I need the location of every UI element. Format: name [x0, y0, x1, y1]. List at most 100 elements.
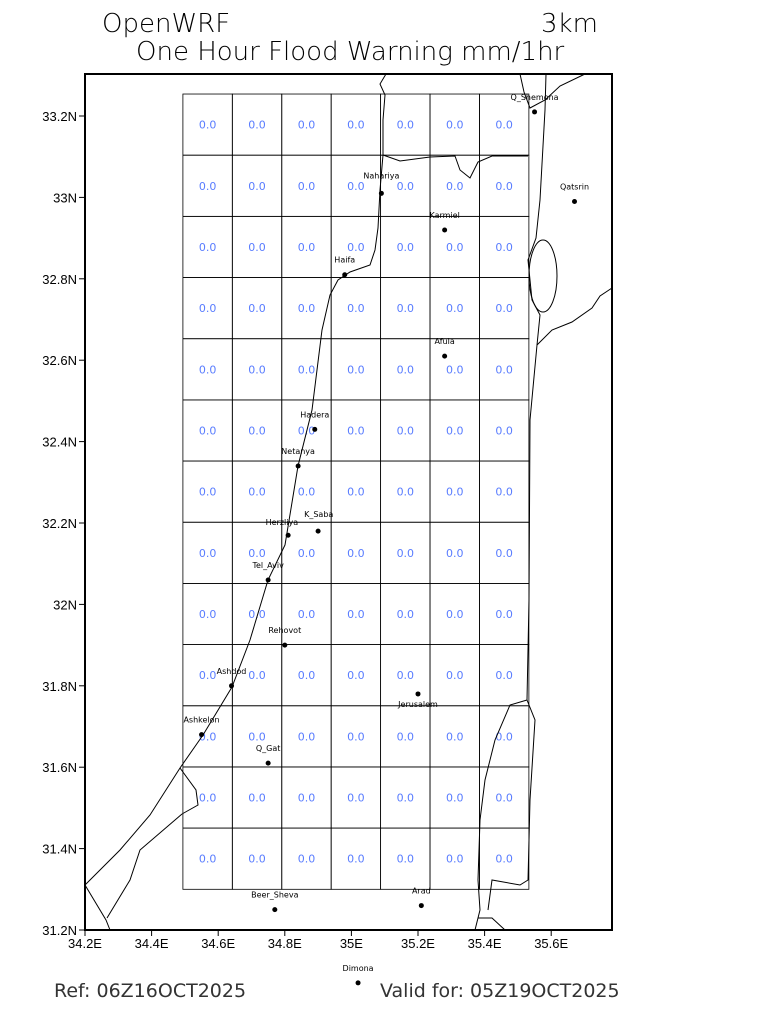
city-marker [442, 227, 448, 233]
city-label: Ashdod [217, 667, 247, 676]
lat-tick-label: 33.2N [42, 109, 77, 124]
cell-value: 0.0 [298, 241, 316, 254]
cell-value: 0.0 [199, 669, 217, 682]
cell-value: 0.0 [199, 792, 217, 805]
cell-value: 0.0 [347, 547, 365, 560]
city-label: Ashkelon [183, 716, 219, 725]
arava [478, 917, 506, 931]
cell-value: 0.0 [199, 302, 217, 315]
cell-value: 0.0 [397, 486, 415, 499]
cell-value: 0.0 [397, 119, 415, 132]
city-marker [312, 426, 318, 432]
cell-value: 0.0 [199, 486, 217, 499]
dead-sea [474, 699, 528, 931]
dead-sea-east [487, 699, 536, 911]
cell-value: 0.0 [446, 180, 464, 193]
grid-cells: 0.0 0.0 0.0 0.0 0.0 0.0 0.0 0.0 0.0 0.0 0.0 0.0 0.0 0… [182, 93, 530, 890]
resolution-label: 3km [541, 9, 598, 39]
city-marker [572, 198, 578, 204]
jordan-river [526, 73, 547, 701]
cell-value: 0.0 [347, 241, 365, 254]
cell-value: 0.0 [248, 853, 266, 866]
cell-value: 0.0 [495, 302, 513, 315]
city-marker [265, 760, 271, 766]
cell-value: 0.0 [446, 547, 464, 560]
city-marker [532, 109, 538, 115]
city-marker [282, 642, 288, 648]
lat-tick-label: 32N [53, 597, 77, 612]
city-label: Hadera [300, 410, 329, 419]
cell-value: 0.0 [397, 424, 415, 437]
cell-value: 0.0 [397, 669, 415, 682]
cell-value: 0.0 [397, 853, 415, 866]
city-marker [199, 732, 205, 738]
north-border [519, 73, 586, 109]
cell-value: 0.0 [446, 241, 464, 254]
city-label: Jerusalem [397, 700, 438, 709]
city-marker [415, 691, 421, 697]
model-title: OpenWRF [102, 9, 230, 39]
cell-value: 0.0 [298, 486, 316, 499]
axes: 33.2N 33N 32.8N 32.6N 32.4N 32.2N 32N 31.8N 31.6… [42, 109, 568, 951]
city-marker [418, 903, 424, 909]
cell-value: 0.0 [347, 486, 365, 499]
city-label: Nahariya [363, 171, 399, 180]
cell-value: 0.0 [347, 669, 365, 682]
city-label: Tel_Aviv [251, 561, 284, 570]
cell-value: 0.0 [495, 730, 513, 743]
cell-value: 0.0 [199, 608, 217, 621]
cell-value: 0.0 [347, 792, 365, 805]
cell-value: 0.0 [495, 547, 513, 560]
cell-value: 0.0 [298, 119, 316, 132]
coastline [84, 73, 387, 886]
cell-value: 0.0 [495, 792, 513, 805]
cell-value: 0.0 [248, 608, 266, 621]
city-label: Rehovot [268, 626, 301, 635]
cell-value: 0.0 [347, 363, 365, 376]
cell-value: 0.0 [495, 363, 513, 376]
lon-tick-label: 35.4E [468, 936, 502, 951]
cell-value: 0.0 [446, 608, 464, 621]
city-label: Netanya [281, 447, 315, 456]
cell-value: 0.0 [248, 424, 266, 437]
cell-value: 0.0 [397, 608, 415, 621]
cell-value: 0.0 [446, 119, 464, 132]
lat-tick-label: 32.2N [42, 516, 77, 531]
cell-value: 0.0 [298, 669, 316, 682]
gaza-border [179, 767, 199, 815]
cell-value: 0.0 [446, 486, 464, 499]
cell-value: 0.0 [397, 547, 415, 560]
city-marker [442, 353, 448, 359]
city-label: Q_Gat [256, 744, 281, 753]
city-label: Qatsrin [560, 182, 589, 191]
cell-value: 0.0 [248, 730, 266, 743]
cell-value: 0.0 [199, 363, 217, 376]
lon-tick-label: 35E [340, 936, 363, 951]
cell-value: 0.0 [347, 424, 365, 437]
cell-value: 0.0 [495, 180, 513, 193]
city-label: Haifa [334, 256, 355, 265]
city-marker [285, 532, 291, 538]
cell-value: 0.0 [397, 302, 415, 315]
cell-value: 0.0 [199, 853, 217, 866]
cell-value: 0.0 [298, 363, 316, 376]
city-marker [378, 190, 384, 196]
cell-value: 0.0 [397, 363, 415, 376]
cell-value: 0.0 [298, 547, 316, 560]
cell-value: 0.0 [199, 424, 217, 437]
lon-tick-label: 35.6E [534, 936, 568, 951]
cell-value: 0.0 [347, 730, 365, 743]
city-label: Beer_Sheva [251, 891, 298, 900]
city-marker [265, 577, 271, 583]
cell-value: 0.0 [248, 119, 266, 132]
lon-tick-label: 34.6E [201, 936, 235, 951]
cell-value: 0.0 [298, 730, 316, 743]
city-label: Dimona [343, 964, 374, 973]
map-title: One Hour Flood Warning mm/1hr [136, 37, 565, 67]
city-marker [315, 528, 321, 534]
cell-value: 0.0 [199, 241, 217, 254]
cell-value: 0.0 [347, 853, 365, 866]
lebanon-border [382, 154, 528, 179]
city-marker [295, 463, 301, 469]
